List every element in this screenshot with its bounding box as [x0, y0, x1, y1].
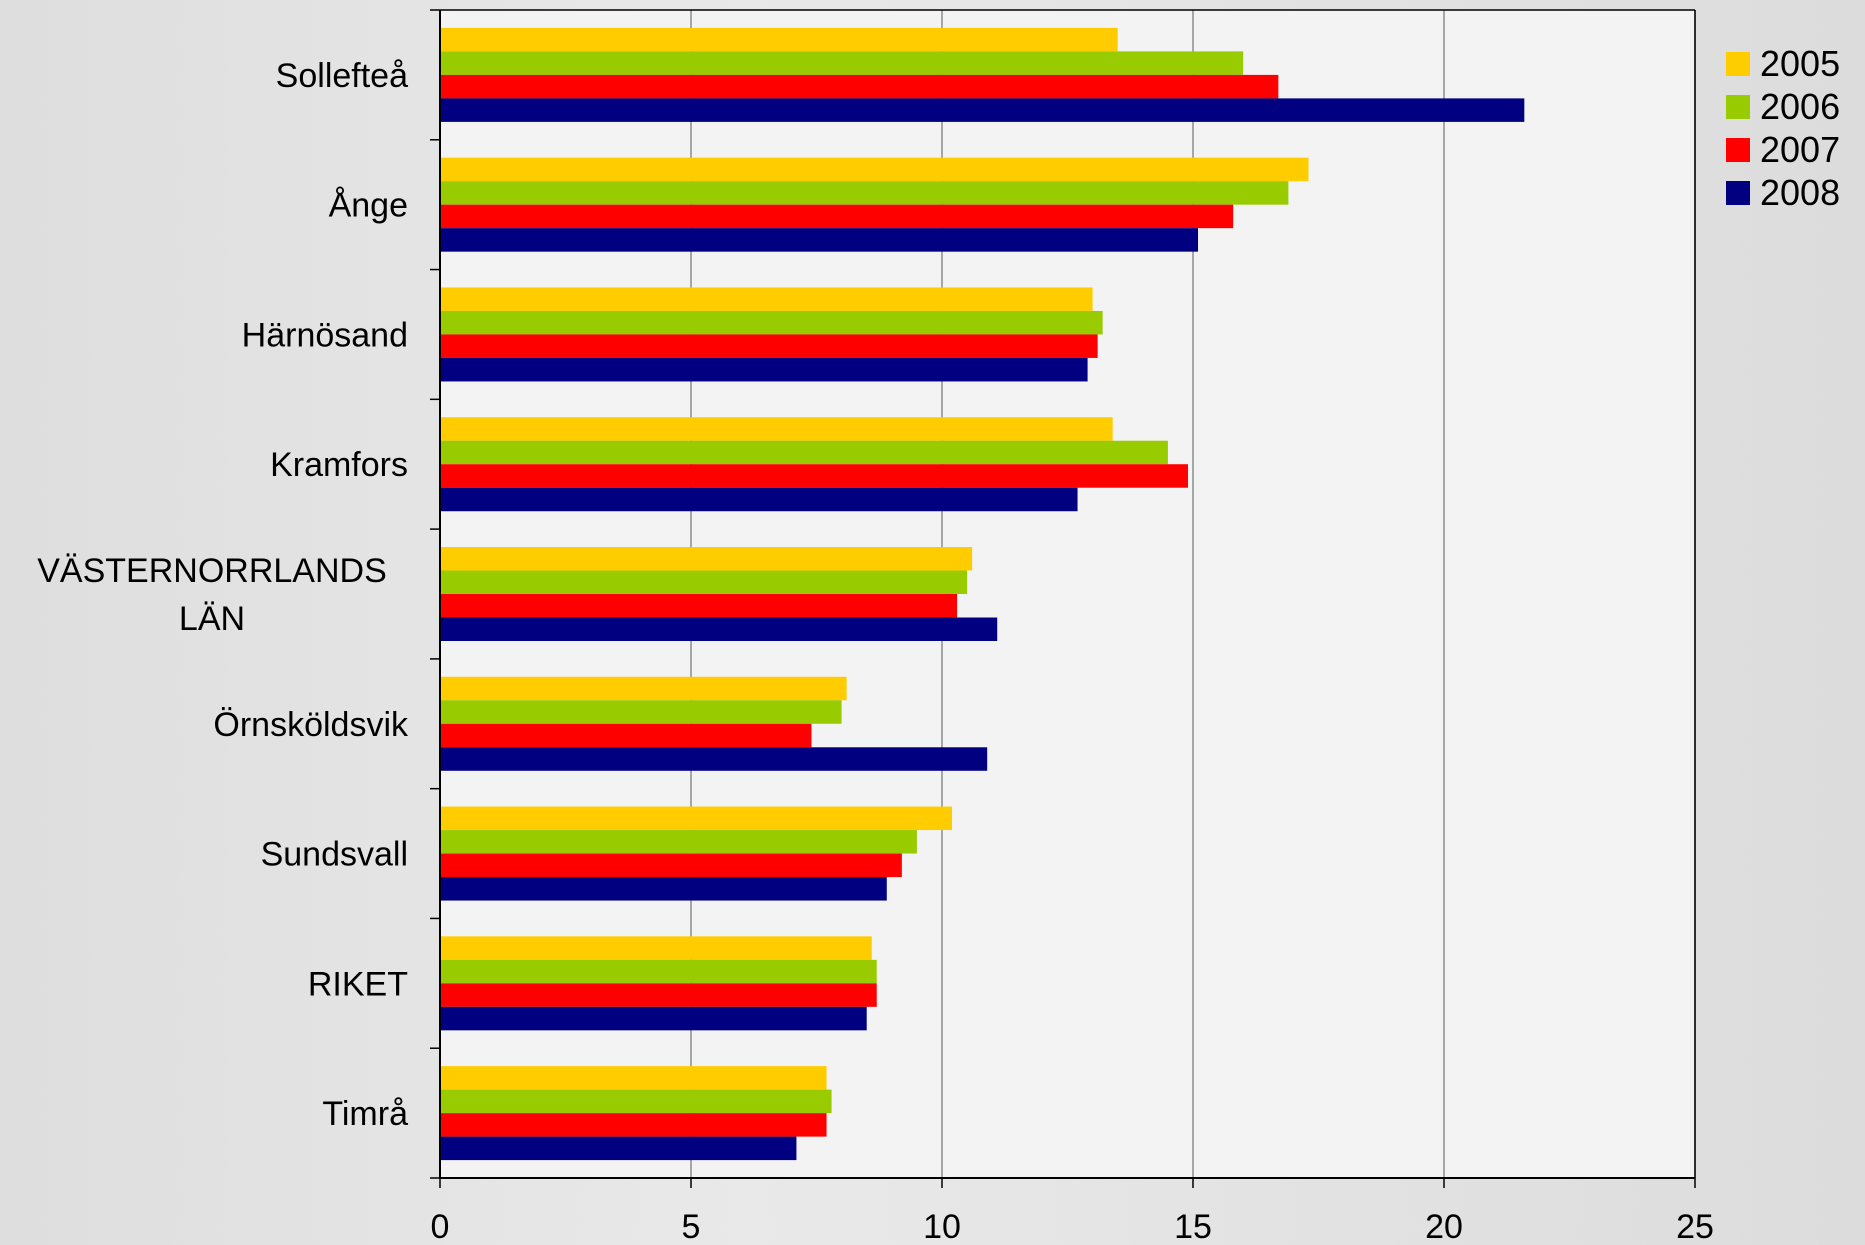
bar-2007 — [440, 1113, 827, 1137]
bar-2006 — [440, 440, 1168, 465]
bar-2005 — [440, 547, 973, 571]
category-label: LÄN — [179, 600, 245, 638]
category-label: Sollefteå — [276, 57, 408, 95]
bar-2006 — [440, 1089, 832, 1114]
bar-2008 — [440, 617, 998, 641]
bar-2005 — [440, 936, 872, 960]
category-label: Ånge — [329, 187, 408, 225]
category-label: Timrå — [322, 1095, 408, 1133]
bar-2008 — [440, 1006, 867, 1031]
bar-2007 — [440, 853, 902, 878]
category-label: VÄSTERNORRLANDS — [37, 552, 387, 590]
bar-2008 — [440, 487, 1078, 512]
bar-2008 — [440, 747, 988, 771]
x-tick-label: 15 — [1174, 1208, 1212, 1240]
category-label: RIKET — [308, 965, 408, 1003]
x-tick-labels: 0 5 10 15 20 25 — [431, 1208, 1714, 1245]
bar-2006 — [440, 570, 968, 594]
bar-2008 — [440, 877, 887, 901]
bar-2005 — [440, 806, 953, 831]
bar-2006 — [440, 181, 1289, 205]
category-label: Kramfors — [270, 446, 408, 484]
bar-2007 — [440, 983, 877, 1007]
bar-2008 — [440, 98, 1525, 122]
legend-swatch-2008 — [1726, 181, 1750, 205]
x-tick-label: 0 — [431, 1208, 450, 1240]
bar-2005 — [440, 417, 1113, 441]
category-label: Örnsköldsvik — [213, 706, 409, 744]
legend-label: 2007 — [1760, 129, 1840, 170]
bar-2006 — [440, 310, 1103, 335]
legend-swatch-2006 — [1726, 95, 1750, 119]
bar-2007 — [440, 723, 812, 748]
bar-2008 — [440, 357, 1088, 382]
category-label: Härnösand — [242, 316, 408, 354]
bar-2007 — [440, 204, 1234, 229]
bar-2005 — [440, 1066, 827, 1090]
bar-2005 — [440, 27, 1118, 52]
bar-2006 — [440, 51, 1244, 75]
bar-2007 — [440, 464, 1188, 488]
bar-2006 — [440, 959, 877, 984]
bar-2005 — [440, 287, 1093, 311]
x-tick-label: 20 — [1425, 1208, 1463, 1240]
category-label: Sundsvall — [261, 836, 408, 874]
bar-2006 — [440, 700, 842, 724]
bar-2008 — [440, 1136, 797, 1161]
legend-label: 2005 — [1760, 43, 1840, 84]
x-tick-label: 25 — [1676, 1208, 1714, 1240]
legend-label: 2006 — [1760, 86, 1840, 127]
legend-label: 2008 — [1760, 172, 1840, 213]
bar-2005 — [440, 676, 847, 701]
axes — [430, 9, 1696, 1188]
x-tick-label: 5 — [682, 1208, 701, 1240]
bars — [440, 27, 1525, 1161]
bar-2007 — [440, 334, 1098, 358]
bar-2005 — [440, 157, 1309, 182]
category-labels: Sollefteå Ånge Härnösand Kramfors VÄSTERNORR… — [37, 57, 409, 1133]
x-tick-label: 10 — [923, 1208, 961, 1240]
bar-2007 — [440, 74, 1279, 99]
bar-2006 — [440, 830, 917, 854]
legend-swatch-2005 — [1726, 52, 1750, 76]
bar-2008 — [440, 228, 1199, 252]
legend-swatch-2007 — [1726, 138, 1750, 162]
bar-2007 — [440, 594, 958, 618]
